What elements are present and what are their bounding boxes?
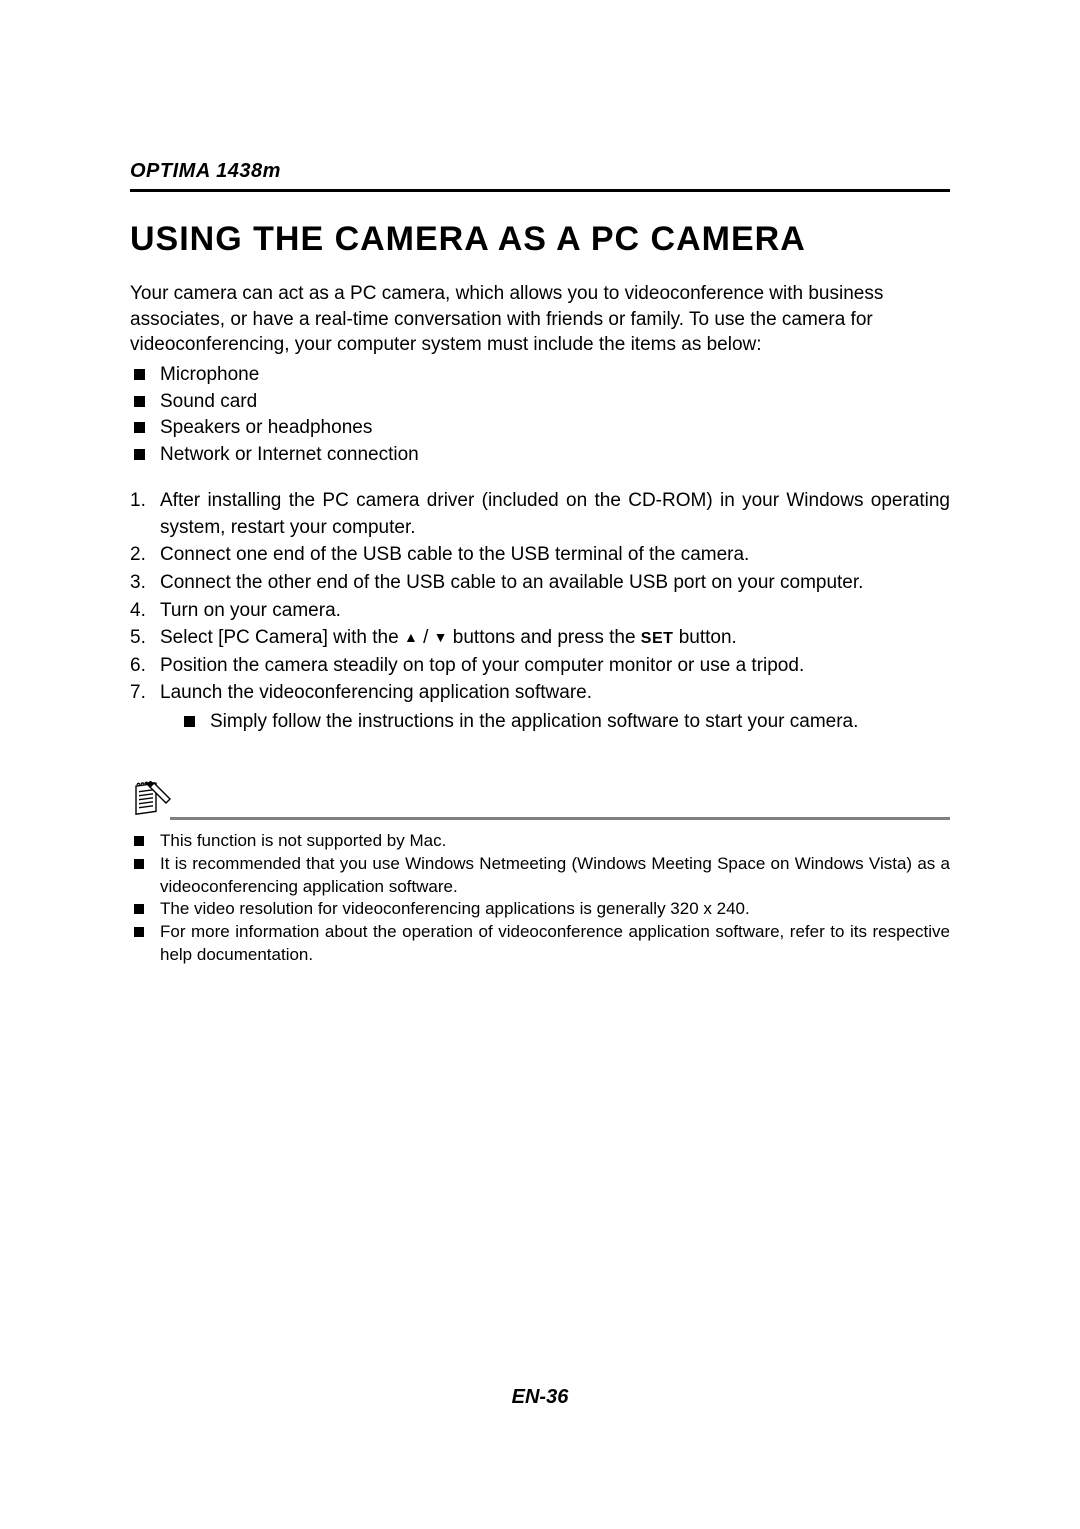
page-footer: EN-36 (0, 1386, 1080, 1409)
step-item: Select [PC Camera] with the ▲ / ▼ button… (130, 625, 950, 652)
step-text: Select [PC Camera] with the (160, 627, 404, 648)
note-header (130, 776, 950, 820)
step-item: Connect the other end of the USB cable t… (130, 570, 950, 597)
list-item: Microphone (130, 362, 950, 389)
notepad-pencil-icon (130, 779, 172, 826)
step-text: Launch the videoconferencing application… (160, 682, 592, 703)
down-arrow-icon: ▼ (434, 628, 448, 648)
list-item: For more information about the operation… (130, 921, 950, 967)
step-item: Turn on your camera. (130, 598, 950, 625)
list-item: Speakers or headphones (130, 415, 950, 442)
model-label: OPTIMA 1438m (130, 160, 281, 182)
page-title: USING THE CAMERA AS A PC CAMERA (130, 220, 950, 259)
step-text: button. (673, 627, 736, 648)
step-item: Position the camera steadily on top of y… (130, 653, 950, 680)
intro-paragraph: Your camera can act as a PC camera, whic… (130, 281, 950, 358)
requirements-list: Microphone Sound card Speakers or headph… (130, 362, 950, 468)
list-item: This function is not supported by Mac. (130, 830, 950, 853)
step-sep: / (418, 627, 434, 648)
note-block: This function is not supported by Mac. I… (130, 776, 950, 968)
manual-page: OPTIMA 1438m USING THE CAMERA AS A PC CA… (0, 0, 1080, 1529)
step-item: After installing the PC camera driver (i… (130, 488, 950, 541)
list-item: The video resolution for videoconferenci… (130, 898, 950, 921)
list-item: Simply follow the instructions in the ap… (180, 709, 950, 736)
list-item: It is recommended that you use Windows N… (130, 853, 950, 899)
set-label: SET (641, 630, 674, 647)
steps-list: After installing the PC camera driver (i… (130, 488, 950, 735)
note-rule (170, 817, 950, 820)
step-text: buttons and press the (448, 627, 641, 648)
header-rule: OPTIMA 1438m (130, 160, 950, 192)
up-arrow-icon: ▲ (404, 628, 418, 648)
step-item: Connect one end of the USB cable to the … (130, 542, 950, 569)
list-item: Sound card (130, 389, 950, 416)
sub-list: Simply follow the instructions in the ap… (180, 709, 950, 736)
list-item: Network or Internet connection (130, 442, 950, 469)
step-item: Launch the videoconferencing application… (130, 680, 950, 735)
notes-list: This function is not supported by Mac. I… (130, 830, 950, 968)
